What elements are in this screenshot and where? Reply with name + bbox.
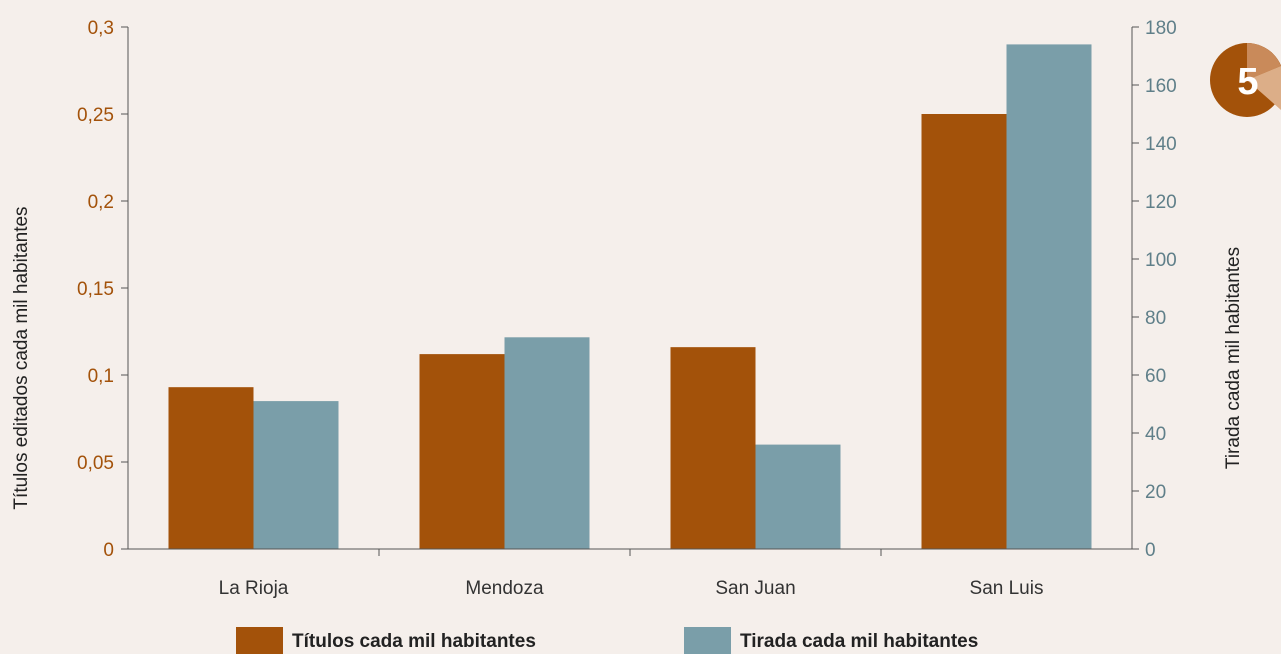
- bar-tirada: [504, 337, 590, 549]
- right-tick-label: 0: [1145, 540, 1156, 561]
- left-tick-label: 0,15: [77, 279, 114, 300]
- badge-number: 5: [1237, 61, 1258, 103]
- left-tick-label: 0,05: [77, 453, 114, 474]
- left-tick-label: 0: [103, 540, 114, 561]
- bar-titulos: [419, 354, 505, 549]
- chapter-badge: 5: [1210, 43, 1281, 117]
- legend: Títulos cada mil habitantes Tirada cada …: [236, 627, 978, 654]
- x-category-label: San Juan: [715, 578, 795, 599]
- x-category-label: San Luis: [970, 578, 1044, 599]
- left-y-ticks: 0 0,05 0,1 0,15 0,2 0,25 0,3: [77, 18, 128, 561]
- bar-titulos: [670, 347, 756, 549]
- legend-swatch-tirada: [684, 627, 731, 654]
- bar-tirada: [755, 444, 841, 549]
- right-tick-label: 160: [1145, 76, 1177, 97]
- right-tick-label: 140: [1145, 134, 1177, 155]
- badge-segment: [1247, 66, 1281, 110]
- right-tick-label: 120: [1145, 192, 1177, 213]
- x-category-label: Mendoza: [465, 578, 544, 599]
- legend-swatch-titulos: [236, 627, 283, 654]
- right-tick-label: 40: [1145, 424, 1166, 445]
- left-y-axis-title: Títulos editados cada mil habitantes: [11, 206, 32, 509]
- right-tick-label: 80: [1145, 308, 1166, 329]
- bar-tirada: [253, 401, 339, 549]
- bar-titulos: [921, 114, 1007, 549]
- right-tick-label: 60: [1145, 366, 1166, 387]
- bars-group: [168, 44, 1092, 550]
- left-tick-label: 0,25: [77, 105, 114, 126]
- bar-titulos: [168, 387, 254, 549]
- x-category-ticks: La Rioja Mendoza San Juan San Luis: [219, 549, 1044, 599]
- badge-segment: [1247, 43, 1281, 80]
- right-tick-label: 20: [1145, 482, 1166, 503]
- left-tick-label: 0,3: [88, 18, 114, 39]
- right-y-axis-title: Tirada cada mil habitantes: [1223, 247, 1244, 469]
- legend-label-tirada: Tirada cada mil habitantes: [740, 631, 978, 652]
- right-tick-label: 180: [1145, 18, 1177, 39]
- legend-label-titulos: Títulos cada mil habitantes: [292, 631, 536, 652]
- bar-tirada: [1006, 44, 1092, 550]
- left-tick-label: 0,1: [88, 366, 114, 387]
- right-y-ticks: 0 20 40 60 80 100 120 140 160 180: [1132, 18, 1177, 561]
- right-tick-label: 100: [1145, 250, 1177, 271]
- x-category-label: La Rioja: [219, 578, 289, 599]
- left-tick-label: 0,2: [88, 192, 114, 213]
